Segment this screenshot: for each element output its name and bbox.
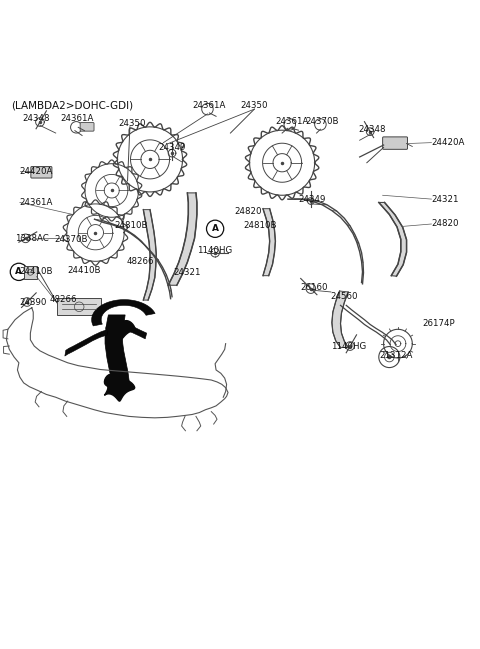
Text: 24349: 24349 [158, 143, 186, 152]
Text: 48266: 48266 [127, 257, 154, 266]
Text: 26160: 26160 [300, 283, 328, 291]
Text: 24348: 24348 [358, 125, 385, 134]
Text: 24321: 24321 [174, 268, 201, 277]
Polygon shape [105, 374, 135, 401]
FancyBboxPatch shape [383, 137, 408, 149]
Polygon shape [65, 329, 108, 356]
Text: 24361A: 24361A [60, 114, 94, 123]
Text: 1338AC: 1338AC [15, 234, 49, 243]
Text: A: A [212, 225, 218, 233]
Text: 24349: 24349 [298, 195, 325, 204]
Text: 1140HG: 1140HG [197, 246, 233, 255]
Polygon shape [332, 291, 348, 347]
Polygon shape [125, 324, 147, 339]
Text: 24810B: 24810B [243, 221, 277, 230]
Text: 24350: 24350 [240, 101, 268, 110]
Polygon shape [379, 202, 407, 276]
Text: 24420A: 24420A [20, 167, 53, 176]
FancyBboxPatch shape [31, 167, 52, 178]
Text: 26174P: 26174P [423, 319, 456, 328]
Text: 24350: 24350 [119, 119, 146, 128]
Text: 24820: 24820 [234, 206, 262, 215]
Polygon shape [263, 209, 276, 276]
Text: 24560: 24560 [331, 292, 358, 301]
Text: 24820: 24820 [432, 219, 459, 228]
Polygon shape [24, 266, 36, 279]
Text: 24370B: 24370B [306, 117, 339, 126]
Text: 24348: 24348 [23, 114, 50, 123]
Text: 24390: 24390 [19, 297, 46, 306]
Text: 24410B: 24410B [68, 266, 101, 275]
Polygon shape [57, 298, 101, 315]
Text: 24361A: 24361A [20, 198, 53, 207]
Polygon shape [106, 321, 135, 340]
Polygon shape [105, 315, 130, 391]
Text: 24321: 24321 [432, 195, 459, 204]
Text: 24361A: 24361A [192, 101, 226, 110]
Text: 24420A: 24420A [432, 138, 465, 147]
Polygon shape [168, 193, 197, 286]
Text: (LAMBDA2>DOHC-GDI): (LAMBDA2>DOHC-GDI) [11, 101, 133, 110]
Polygon shape [144, 210, 156, 300]
Text: 48266: 48266 [49, 295, 77, 304]
Text: 24370B: 24370B [55, 235, 88, 244]
Text: A: A [15, 267, 23, 276]
Polygon shape [92, 300, 155, 326]
Text: 24810B: 24810B [114, 221, 148, 230]
Text: 24410B: 24410B [19, 267, 52, 276]
Text: 21312A: 21312A [379, 351, 412, 360]
Text: 1140HG: 1140HG [332, 341, 367, 350]
FancyBboxPatch shape [80, 123, 94, 131]
Circle shape [387, 355, 391, 359]
Text: 24361A: 24361A [275, 117, 308, 126]
